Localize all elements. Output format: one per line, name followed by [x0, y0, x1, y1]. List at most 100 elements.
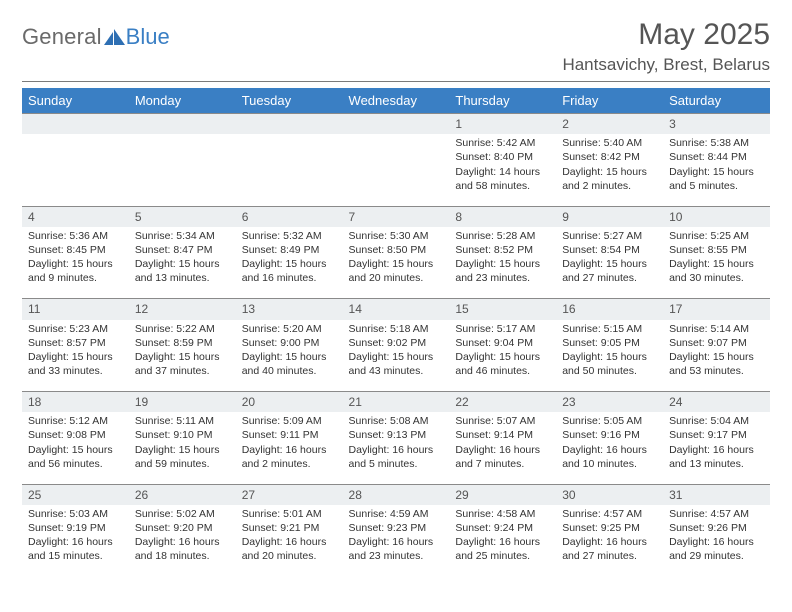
day-cell: Sunrise: 5:20 AMSunset: 9:00 PMDaylight:…: [236, 320, 343, 392]
daynum-cell: 13: [236, 299, 343, 320]
day-cell: Sunrise: 5:18 AMSunset: 9:02 PMDaylight:…: [343, 320, 450, 392]
sunset-line: Sunset: 9:24 PM: [455, 521, 550, 535]
daylight-line: Daylight: 15 hours and 5 minutes.: [669, 165, 764, 193]
day-number: 21: [343, 392, 450, 412]
sunset-line: Sunset: 8:55 PM: [669, 243, 764, 257]
day-cell: Sunrise: 5:04 AMSunset: 9:17 PMDaylight:…: [663, 412, 770, 484]
brand-logo: General Blue: [22, 18, 170, 50]
day-number: 9: [556, 207, 663, 227]
day-cell: Sunrise: 5:30 AMSunset: 8:50 PMDaylight:…: [343, 227, 450, 299]
sunset-line: Sunset: 9:19 PM: [28, 521, 123, 535]
daynum-cell: 12: [129, 299, 236, 320]
sunset-line: Sunset: 9:17 PM: [669, 428, 764, 442]
day-number: 30: [556, 485, 663, 505]
daylight-line: Daylight: 16 hours and 13 minutes.: [669, 443, 764, 471]
daynum-cell: 17: [663, 299, 770, 320]
day-number: 19: [129, 392, 236, 412]
day-number: 14: [343, 299, 450, 319]
daynum-cell: 26: [129, 484, 236, 505]
day-cell: [22, 134, 129, 206]
day-number: 28: [343, 485, 450, 505]
sunrise-line: Sunrise: 5:08 AM: [349, 414, 444, 428]
day-number: 4: [22, 207, 129, 227]
daynum-cell: 15: [449, 299, 556, 320]
daylight-line: Daylight: 15 hours and 16 minutes.: [242, 257, 337, 285]
daynum-cell: 2: [556, 114, 663, 135]
sunrise-line: Sunrise: 5:02 AM: [135, 507, 230, 521]
sunrise-line: Sunrise: 5:01 AM: [242, 507, 337, 521]
day-cell: Sunrise: 5:25 AMSunset: 8:55 PMDaylight:…: [663, 227, 770, 299]
location-label: Hantsavichy, Brest, Belarus: [562, 55, 770, 75]
sunset-line: Sunset: 9:16 PM: [562, 428, 657, 442]
daylight-line: Daylight: 16 hours and 25 minutes.: [455, 535, 550, 563]
day-cell: Sunrise: 5:17 AMSunset: 9:04 PMDaylight:…: [449, 320, 556, 392]
daylight-line: Daylight: 15 hours and 46 minutes.: [455, 350, 550, 378]
day-number: 7: [343, 207, 450, 227]
daynum-cell: 31: [663, 484, 770, 505]
sunrise-line: Sunrise: 4:58 AM: [455, 507, 550, 521]
daylight-line: Daylight: 15 hours and 43 minutes.: [349, 350, 444, 378]
content-row: Sunrise: 5:36 AMSunset: 8:45 PMDaylight:…: [22, 227, 770, 299]
day-number: 29: [449, 485, 556, 505]
daynum-cell: 14: [343, 299, 450, 320]
daynum-cell: 23: [556, 392, 663, 413]
sunset-line: Sunset: 8:57 PM: [28, 336, 123, 350]
day-cell: Sunrise: 5:15 AMSunset: 9:05 PMDaylight:…: [556, 320, 663, 392]
sunset-line: Sunset: 8:42 PM: [562, 150, 657, 164]
sunrise-line: Sunrise: 5:20 AM: [242, 322, 337, 336]
day-cell: Sunrise: 5:02 AMSunset: 9:20 PMDaylight:…: [129, 505, 236, 577]
daynum-cell: 22: [449, 392, 556, 413]
sunrise-line: Sunrise: 4:57 AM: [669, 507, 764, 521]
sunrise-line: Sunrise: 5:23 AM: [28, 322, 123, 336]
day-cell: Sunrise: 5:05 AMSunset: 9:16 PMDaylight:…: [556, 412, 663, 484]
day-number: [343, 114, 450, 118]
sunset-line: Sunset: 9:05 PM: [562, 336, 657, 350]
day-cell: Sunrise: 5:22 AMSunset: 8:59 PMDaylight:…: [129, 320, 236, 392]
day-number: 22: [449, 392, 556, 412]
daynum-cell: 29: [449, 484, 556, 505]
day-cell: Sunrise: 5:42 AMSunset: 8:40 PMDaylight:…: [449, 134, 556, 206]
daynum-cell: 21: [343, 392, 450, 413]
daynum-cell: 4: [22, 206, 129, 227]
day-cell: Sunrise: 5:03 AMSunset: 9:19 PMDaylight:…: [22, 505, 129, 577]
daylight-line: Daylight: 15 hours and 56 minutes.: [28, 443, 123, 471]
daynum-cell: 25: [22, 484, 129, 505]
day-cell: Sunrise: 5:09 AMSunset: 9:11 PMDaylight:…: [236, 412, 343, 484]
daynum-cell: 18: [22, 392, 129, 413]
daynum-cell: 19: [129, 392, 236, 413]
sunrise-line: Sunrise: 5:36 AM: [28, 229, 123, 243]
sunrise-line: Sunrise: 4:57 AM: [562, 507, 657, 521]
daynum-cell: 3: [663, 114, 770, 135]
daynum-cell: 8: [449, 206, 556, 227]
daynum-cell: 28: [343, 484, 450, 505]
sunset-line: Sunset: 9:14 PM: [455, 428, 550, 442]
weekday-header: Friday: [556, 88, 663, 114]
sunset-line: Sunset: 9:20 PM: [135, 521, 230, 535]
day-number: 23: [556, 392, 663, 412]
sunset-line: Sunset: 8:54 PM: [562, 243, 657, 257]
brand-blue: Blue: [126, 24, 170, 50]
daynum-cell: 7: [343, 206, 450, 227]
weekday-header: Thursday: [449, 88, 556, 114]
brand-sail-icon: [104, 28, 126, 46]
weekday-header: Tuesday: [236, 88, 343, 114]
daynum-row: 123: [22, 114, 770, 135]
sunrise-line: Sunrise: 5:40 AM: [562, 136, 657, 150]
day-cell: Sunrise: 5:11 AMSunset: 9:10 PMDaylight:…: [129, 412, 236, 484]
sunrise-line: Sunrise: 5:04 AM: [669, 414, 764, 428]
day-cell: [129, 134, 236, 206]
sunrise-line: Sunrise: 5:42 AM: [455, 136, 550, 150]
sunset-line: Sunset: 9:13 PM: [349, 428, 444, 442]
brand-general: General: [22, 24, 102, 50]
calendar-table: Sunday Monday Tuesday Wednesday Thursday…: [22, 88, 770, 577]
content-row: Sunrise: 5:23 AMSunset: 8:57 PM Daylight:…: [22, 320, 770, 392]
day-number: 18: [22, 392, 129, 412]
daylight-line: Daylight: 15 hours and 20 minutes.: [349, 257, 444, 285]
header-rule: [22, 81, 770, 82]
daylight-line: Daylight: 15 hours and 53 minutes.: [669, 350, 764, 378]
day-number: 8: [449, 207, 556, 227]
daylight-line: Daylight: 16 hours and 18 minutes.: [135, 535, 230, 563]
sunset-line: Sunset: 8:59 PM: [135, 336, 230, 350]
day-cell: [343, 134, 450, 206]
calendar-page: General Blue May 2025 Hantsavichy, Brest…: [0, 0, 792, 612]
